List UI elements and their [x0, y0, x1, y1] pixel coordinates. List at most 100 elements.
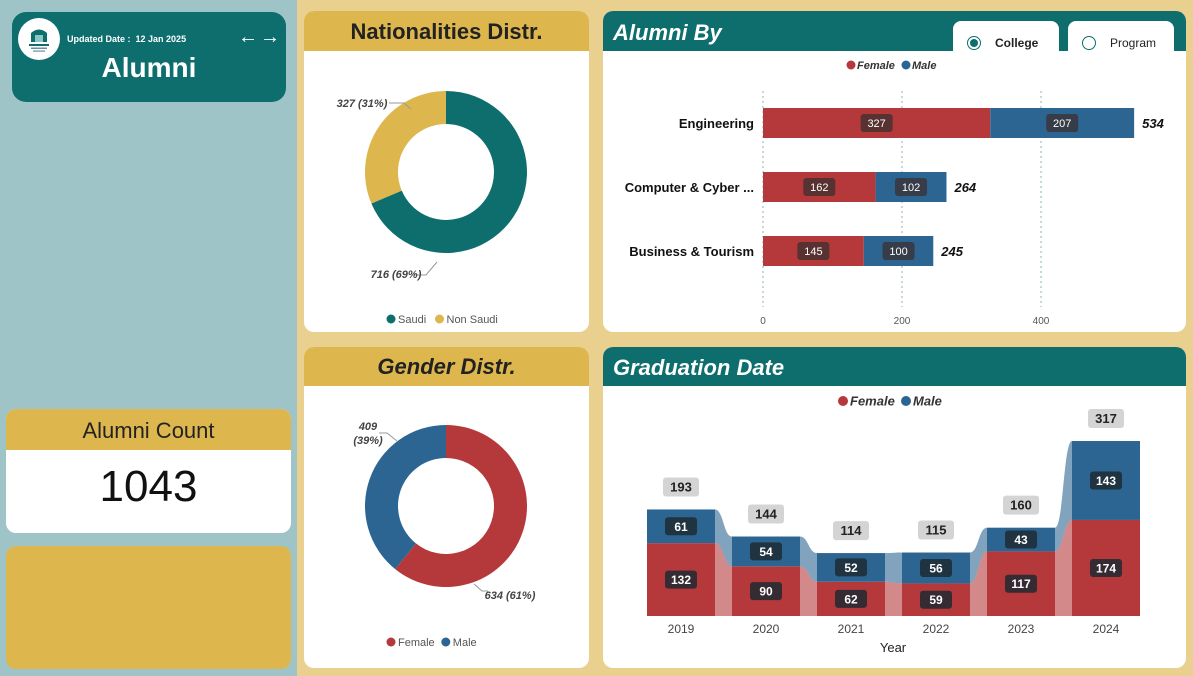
data-label: 102: [902, 182, 920, 194]
x-tick-label: 2024: [1093, 622, 1120, 636]
nationalities-legend: Saudi Non Saudi: [386, 314, 498, 326]
total-label: 115: [926, 523, 947, 538]
category-label: Business & Tourism: [629, 244, 754, 259]
data-label: 145: [804, 246, 822, 258]
label-leader: [389, 102, 412, 110]
data-label: 207: [1053, 118, 1071, 130]
total-label: 534: [1142, 116, 1164, 131]
gender-slices: [365, 425, 527, 587]
data-label: 327: [867, 118, 885, 130]
graduation-header: Graduation Date: [603, 347, 1186, 386]
legend-marker: [441, 637, 451, 647]
slice-data-label: 327 (31%): [337, 98, 388, 110]
total-label-box: [1003, 495, 1039, 515]
total-label: 264: [953, 180, 976, 195]
alumni-by-legend: Female Male: [846, 60, 936, 72]
program-option-label: Program: [1110, 36, 1157, 50]
total-label-box: [918, 520, 954, 540]
label-leader: [414, 261, 438, 276]
data-label-box: [797, 242, 830, 260]
graduation-bars: 132 61 193 2019 90 54 144 2020 62 52 114 2021 59 56 11…: [647, 409, 1140, 655]
university-logo: [18, 18, 60, 60]
graduation-card: Graduation Date Female Male 132 61 193 2019 9…: [603, 347, 1186, 668]
alumni-by-title: Alumni By: [613, 20, 722, 45]
ribbon-female: [715, 543, 732, 616]
ribbon-male: [1055, 441, 1072, 552]
x-tick-label: 2022: [923, 622, 950, 636]
total-label-box: [663, 477, 699, 497]
data-label-box: [882, 242, 915, 260]
data-label: 59: [929, 593, 943, 607]
nationalities-labels: 716 (69%) 327 (31%): [337, 98, 438, 281]
data-label-box: [1090, 558, 1122, 577]
ribbon-male: [715, 509, 732, 567]
data-label-box: [860, 114, 893, 132]
x-tick-label: 400: [1033, 316, 1050, 327]
data-label: 143: [1096, 474, 1116, 488]
alumni-count-label: Alumni Count: [6, 409, 291, 450]
data-label: 132: [671, 573, 691, 587]
x-tick-label: 0: [760, 316, 766, 327]
logo-emblem-icon: [29, 29, 49, 52]
slice-female: [395, 425, 527, 587]
alumni-count-card: Alumni Count 1043: [6, 409, 291, 533]
nationalities-slices: [365, 91, 527, 254]
data-label: 90: [759, 585, 773, 599]
ribbon-female: [1055, 519, 1072, 616]
gender-card: Gender Distr. 634 (61%) 409 (39%) Female Ma…: [304, 347, 589, 668]
total-label: 160: [1010, 498, 1032, 513]
arrow-right-icon[interactable]: →: [260, 26, 280, 48]
alumni-by-card: Alumni By College Program Female Male 0 20…: [603, 11, 1186, 332]
alumni-by-bars: Engineering 327 207 534 Computer & Cyber ...…: [625, 108, 1165, 266]
graduation-legend: Female Male: [838, 394, 942, 409]
radio-selected-icon: [967, 36, 981, 50]
x-tick-label: 200: [894, 316, 911, 327]
total-label: 193: [670, 479, 692, 494]
arrow-left-icon[interactable]: ←: [238, 26, 258, 48]
data-label: 54: [759, 545, 773, 559]
legend-label: Female: [857, 60, 895, 72]
ribbon-male: [800, 536, 817, 582]
legend-label: Saudi: [398, 314, 426, 326]
slice-non-saudi: [365, 91, 446, 204]
gender-title: Gender Distr.: [304, 347, 589, 386]
gender-labels: 634 (61%) 409 (39%): [353, 421, 535, 602]
x-tick-label: 2021: [838, 622, 865, 636]
x-axis-title: Year: [880, 640, 907, 655]
slice-male: [365, 425, 446, 570]
legend-label: Non Saudi: [447, 314, 498, 326]
data-label: 56: [929, 561, 943, 575]
data-label: 43: [1014, 533, 1028, 547]
data-label: 100: [889, 246, 907, 258]
total-label: 114: [841, 523, 863, 538]
data-label-box: [920, 590, 952, 609]
data-label-box: [750, 542, 782, 561]
nationalities-chart: 716 (69%) 327 (31%) Saudi Non Saudi: [337, 91, 527, 326]
category-label: Computer & Cyber ...: [625, 180, 754, 195]
radio-unselected-icon: [1082, 36, 1096, 50]
gender-legend: Female Male: [386, 637, 477, 649]
graduation-title: Graduation Date: [613, 355, 785, 380]
updated-label: Updated Date :: [67, 34, 131, 44]
data-label-box: [665, 517, 697, 536]
label-leader: [379, 432, 398, 442]
legend-label: Female: [398, 637, 435, 649]
data-label-box: [920, 558, 952, 577]
data-label-box: [1090, 471, 1122, 490]
slice-data-label: 634 (61%): [485, 590, 536, 602]
college-option[interactable]: College: [953, 21, 1059, 65]
data-label-box: [1005, 530, 1037, 549]
updated-value: 12 Jan 2025: [135, 34, 187, 44]
program-option[interactable]: Program: [1068, 21, 1174, 65]
total-label-box: [1088, 409, 1124, 429]
gender-chart: 634 (61%) 409 (39%) Female Male: [353, 421, 535, 649]
data-label-box: [1046, 114, 1079, 132]
legend-label: Male: [912, 60, 936, 72]
nationalities-title: Nationalities Distr.: [304, 11, 589, 51]
nationalities-card: Nationalities Distr. 716 (69%) 327 (31%) …: [304, 11, 589, 332]
slice-data-label: 409: [358, 421, 378, 433]
x-tick-label: 2019: [668, 622, 695, 636]
title-card: Updated Date : 12 Jan 2025 ← → Alumni: [12, 12, 286, 102]
legend-label: Male: [453, 637, 477, 649]
total-label: 317: [1095, 411, 1117, 426]
